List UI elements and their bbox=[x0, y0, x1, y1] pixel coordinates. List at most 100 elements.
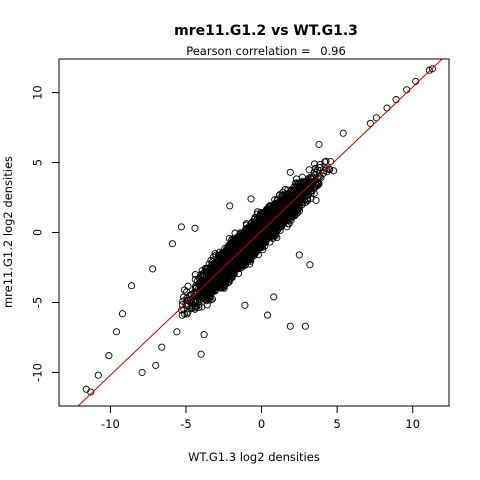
data-point bbox=[284, 213, 292, 221]
data-point bbox=[303, 182, 311, 190]
data-point bbox=[314, 175, 322, 183]
y-tick-label: -10 bbox=[31, 363, 45, 382]
data-point bbox=[310, 189, 318, 197]
data-point bbox=[218, 260, 226, 269]
data-point bbox=[128, 282, 136, 290]
y-tick-label: 0 bbox=[31, 229, 45, 236]
fit-line bbox=[77, 59, 443, 406]
data-point bbox=[276, 212, 284, 220]
data-point bbox=[200, 272, 208, 280]
data-point bbox=[255, 236, 263, 244]
data-point bbox=[206, 293, 214, 301]
data-point bbox=[264, 216, 272, 224]
data-point bbox=[224, 263, 232, 271]
data-point bbox=[339, 129, 347, 137]
data-point bbox=[226, 202, 234, 210]
data-point bbox=[313, 178, 322, 187]
data-point bbox=[306, 187, 314, 195]
data-point bbox=[206, 266, 214, 274]
data-point bbox=[243, 256, 251, 264]
data-point bbox=[246, 236, 254, 244]
x-tick-label: 10 bbox=[405, 417, 420, 431]
data-point bbox=[322, 157, 330, 165]
data-point bbox=[273, 200, 281, 208]
data-point bbox=[316, 173, 324, 181]
data-point bbox=[272, 222, 280, 230]
data-point bbox=[192, 282, 200, 290]
data-point bbox=[383, 104, 391, 112]
data-point bbox=[199, 290, 207, 298]
data-point bbox=[223, 268, 232, 276]
data-point bbox=[82, 385, 90, 393]
data-point bbox=[259, 226, 268, 234]
chart-title: mre11.G1.2 vs WT.G1.3 bbox=[174, 23, 358, 39]
data-point bbox=[208, 267, 216, 275]
x-axis-label: WT.G1.3 log2 densities bbox=[188, 450, 320, 464]
data-point bbox=[270, 211, 278, 219]
data-point bbox=[178, 311, 186, 319]
data-point bbox=[152, 361, 160, 369]
data-point bbox=[254, 243, 262, 251]
data-point bbox=[94, 371, 102, 379]
data-point bbox=[211, 277, 220, 285]
data-point bbox=[285, 208, 293, 216]
x-axis: -10 -5 0 5 10 bbox=[101, 406, 420, 431]
data-point bbox=[286, 168, 294, 176]
data-point bbox=[200, 331, 208, 339]
data-point bbox=[186, 299, 195, 307]
data-point bbox=[372, 114, 380, 122]
data-point bbox=[312, 196, 320, 204]
data-point bbox=[310, 160, 319, 168]
data-point bbox=[210, 260, 218, 269]
data-point bbox=[258, 235, 266, 243]
data-point bbox=[241, 301, 249, 309]
data-point bbox=[240, 228, 248, 236]
data-point bbox=[265, 211, 273, 219]
data-point bbox=[306, 173, 314, 181]
data-point bbox=[403, 86, 411, 94]
data-point bbox=[301, 198, 309, 207]
data-point bbox=[292, 199, 300, 207]
data-point bbox=[330, 167, 338, 175]
data-point bbox=[261, 218, 270, 226]
data-point bbox=[195, 279, 204, 287]
data-point bbox=[234, 270, 243, 278]
data-point bbox=[306, 261, 314, 269]
data-point bbox=[215, 272, 223, 280]
data-point bbox=[315, 140, 323, 148]
data-point bbox=[227, 248, 235, 256]
chart-subtitle: Pearson correlation = 0.96 bbox=[186, 44, 346, 58]
data-point bbox=[173, 328, 181, 336]
data-point bbox=[293, 198, 302, 206]
data-point bbox=[105, 352, 113, 360]
y-axis: -10 -5 0 5 10 bbox=[31, 85, 59, 382]
data-point bbox=[242, 248, 251, 256]
data-point bbox=[262, 232, 270, 241]
y-axis-label: mre11.G1.2 log2 densities bbox=[1, 156, 15, 308]
data-point bbox=[230, 249, 238, 257]
data-point bbox=[297, 179, 305, 187]
subtitle-value: 0.96 bbox=[320, 44, 346, 58]
data-point bbox=[293, 191, 301, 199]
data-point bbox=[316, 164, 324, 172]
data-point bbox=[191, 224, 199, 232]
data-point bbox=[183, 288, 191, 296]
data-point bbox=[191, 302, 199, 310]
x-tick-label: 0 bbox=[258, 417, 265, 431]
data-point bbox=[87, 388, 95, 396]
data-point bbox=[182, 300, 190, 308]
x-tick-label: -10 bbox=[101, 417, 120, 431]
data-point bbox=[425, 66, 433, 74]
data-point bbox=[237, 241, 245, 249]
data-point bbox=[366, 119, 374, 127]
data-point bbox=[207, 277, 215, 285]
data-point bbox=[256, 217, 264, 225]
y-tick-label: -5 bbox=[31, 297, 45, 308]
data-point bbox=[197, 286, 205, 295]
data-point bbox=[177, 223, 185, 231]
data-point bbox=[193, 290, 201, 298]
data-point bbox=[168, 240, 176, 248]
data-point bbox=[191, 271, 199, 279]
x-tick-label: 5 bbox=[333, 417, 340, 431]
data-point bbox=[274, 211, 282, 219]
